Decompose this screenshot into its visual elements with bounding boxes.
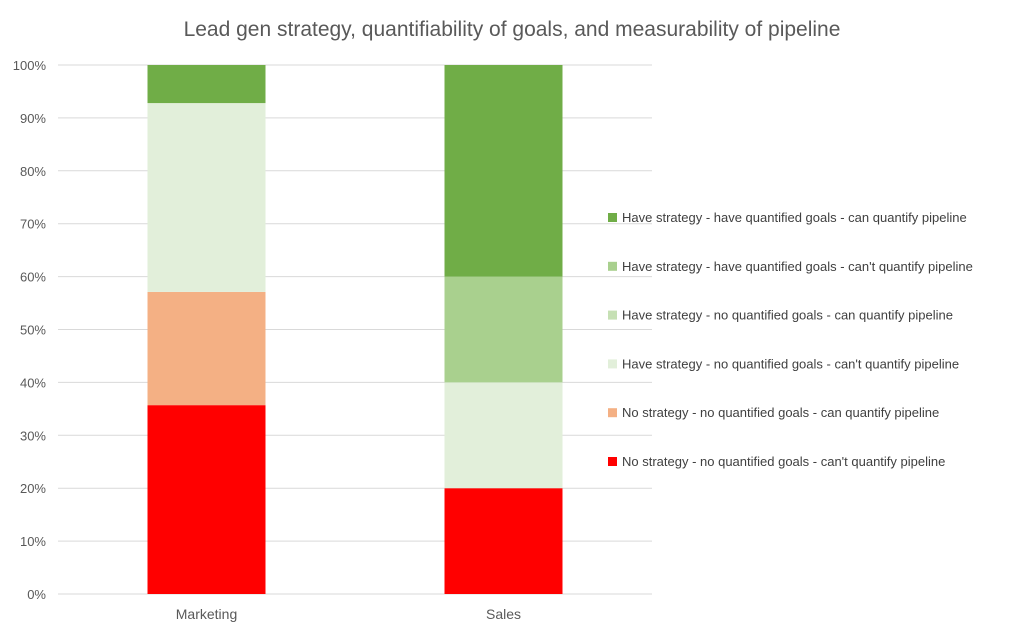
y-tick-label: 10% — [20, 534, 46, 549]
legend-label: Have strategy - no quantified goals - ca… — [622, 308, 953, 323]
bars — [147, 65, 563, 594]
legend-label: No strategy - no quantified goals - can'… — [622, 454, 945, 469]
x-category-label: Marketing — [176, 606, 237, 622]
legend: Have strategy - have quantified goals - … — [608, 210, 973, 469]
bar-segment — [444, 276, 563, 383]
legend-swatch — [608, 213, 617, 222]
bar-segment — [444, 382, 563, 489]
y-tick-label: 30% — [20, 428, 46, 443]
bar-segment — [147, 291, 266, 406]
legend-swatch — [608, 408, 617, 418]
y-tick-label: 80% — [20, 164, 46, 179]
bar-segment — [444, 488, 563, 594]
y-tick-label: 90% — [20, 111, 46, 126]
bar-segment — [147, 65, 266, 104]
y-tick-label: 70% — [20, 217, 46, 232]
legend-swatch — [608, 457, 617, 466]
y-tick-label: 60% — [20, 270, 46, 285]
y-tick-label: 0% — [27, 587, 46, 602]
y-tick-label: 20% — [20, 481, 46, 496]
legend-swatch — [608, 310, 617, 320]
x-category-label: Sales — [486, 606, 521, 622]
legend-swatch — [608, 359, 617, 369]
y-tick-label: 100% — [13, 58, 47, 73]
legend-label: Have strategy - no quantified goals - ca… — [622, 356, 959, 371]
bar-segment — [147, 103, 266, 292]
legend-swatch — [608, 261, 617, 271]
gridlines — [58, 64, 652, 595]
legend-label: Have strategy - have quantified goals - … — [622, 210, 967, 225]
bar-segment — [444, 65, 563, 277]
legend-label: No strategy - no quantified goals - can … — [622, 405, 939, 420]
bar-segment — [147, 405, 266, 594]
y-tick-label: 40% — [20, 375, 46, 390]
chart-title: Lead gen strategy, quantifiability of go… — [184, 18, 841, 41]
legend-label: Have strategy - have quantified goals - … — [622, 259, 973, 274]
y-tick-label: 50% — [20, 323, 46, 338]
x-axis-labels: Marketing Sales — [176, 606, 521, 622]
y-axis-ticks: 0% 10% 20% 30% 40% 50% 60% 70% 80% 90% 100% — [13, 58, 47, 602]
